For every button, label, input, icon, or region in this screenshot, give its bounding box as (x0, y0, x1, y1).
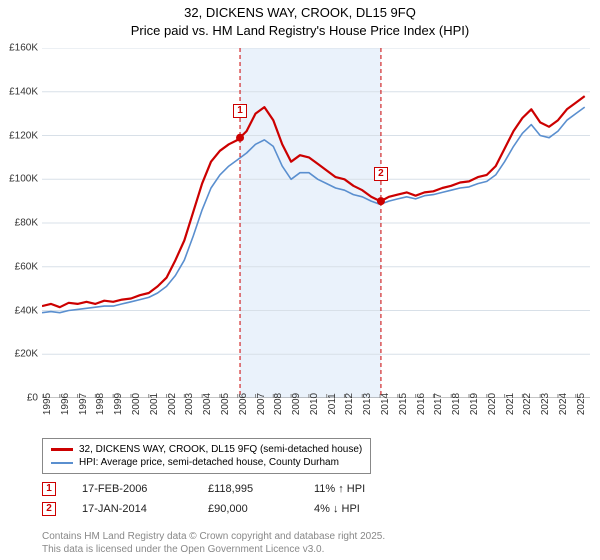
x-tick-label: 1998 (95, 393, 106, 415)
x-tick-label: 1999 (113, 393, 124, 415)
sale-marker-badge: 1 (233, 104, 247, 118)
legend-label: HPI: Average price, semi-detached house,… (79, 457, 339, 468)
sale-date: 17-FEB-2006 (82, 483, 182, 495)
sales-row: 1 17-FEB-2006 £118,995 11% ↑ HPI (42, 482, 365, 496)
sale-price: £118,995 (208, 483, 288, 495)
sale-price: £90,000 (208, 503, 288, 515)
legend-item: 32, DICKENS WAY, CROOK, DL15 9FQ (semi-d… (51, 443, 362, 456)
x-tick-label: 2001 (149, 393, 160, 415)
y-tick-label: £140K (9, 86, 38, 97)
x-tick-label: 2008 (273, 393, 284, 415)
sale-row-badge: 2 (42, 502, 56, 516)
sales-row: 2 17-JAN-2014 £90,000 4% ↓ HPI (42, 502, 365, 516)
y-tick-label: £0 (27, 393, 38, 404)
sales-table: 1 17-FEB-2006 £118,995 11% ↑ HPI 2 17-JAN-201… (42, 482, 365, 522)
sale-row-badge: 1 (42, 482, 56, 496)
x-axis-labels: 1995199619971998199920002001200220032004… (42, 400, 590, 440)
footer-line2: This data is licensed under the Open Gov… (42, 544, 385, 557)
y-tick-label: £60K (15, 261, 38, 272)
legend-swatch (51, 462, 73, 464)
footer-line1: Contains HM Land Registry data © Crown c… (42, 531, 385, 544)
sale-date: 17-JAN-2014 (82, 503, 182, 515)
title-block: 32, DICKENS WAY, CROOK, DL15 9FQ Price p… (0, 0, 600, 39)
y-tick-label: £120K (9, 130, 38, 141)
x-tick-label: 2023 (540, 393, 551, 415)
x-tick-label: 2010 (309, 393, 320, 415)
x-tick-label: 1997 (78, 393, 89, 415)
x-tick-label: 2004 (202, 393, 213, 415)
sale-delta: 4% ↓ HPI (314, 503, 360, 515)
y-tick-label: £40K (15, 305, 38, 316)
x-tick-label: 2011 (327, 393, 338, 415)
x-tick-label: 2013 (362, 393, 373, 415)
title-line1: 32, DICKENS WAY, CROOK, DL15 9FQ (0, 4, 600, 22)
x-tick-label: 2009 (291, 393, 302, 415)
footer: Contains HM Land Registry data © Crown c… (42, 531, 385, 556)
legend-swatch (51, 448, 73, 451)
x-tick-label: 1996 (60, 393, 71, 415)
y-tick-label: £20K (15, 349, 38, 360)
x-tick-label: 2006 (238, 393, 249, 415)
legend: 32, DICKENS WAY, CROOK, DL15 9FQ (semi-d… (42, 438, 371, 474)
x-tick-label: 2007 (256, 393, 267, 415)
sale-marker-badge: 2 (374, 167, 388, 181)
x-tick-label: 2002 (167, 393, 178, 415)
x-tick-label: 2005 (220, 393, 231, 415)
y-axis-labels: £0£20K£40K£60K£80K£100K£120K£140K£160K (0, 48, 40, 398)
x-tick-label: 1995 (42, 393, 53, 415)
x-tick-label: 2018 (451, 393, 462, 415)
sale-delta: 11% ↑ HPI (314, 483, 365, 495)
x-tick-label: 2015 (398, 393, 409, 415)
chart-container: 32, DICKENS WAY, CROOK, DL15 9FQ Price p… (0, 0, 600, 560)
title-line2: Price paid vs. HM Land Registry's House … (0, 22, 600, 40)
legend-label: 32, DICKENS WAY, CROOK, DL15 9FQ (semi-d… (79, 444, 362, 455)
x-tick-label: 2025 (576, 393, 587, 415)
chart-area: £0£20K£40K£60K£80K£100K£120K£140K£160K 1… (42, 48, 590, 398)
x-tick-label: 2016 (416, 393, 427, 415)
x-tick-label: 2022 (522, 393, 533, 415)
x-tick-label: 2019 (469, 393, 480, 415)
line-chart (42, 48, 590, 398)
y-tick-label: £80K (15, 218, 38, 229)
x-tick-label: 2000 (131, 393, 142, 415)
x-tick-label: 2020 (487, 393, 498, 415)
x-tick-label: 2003 (184, 393, 195, 415)
y-tick-label: £100K (9, 174, 38, 185)
y-tick-label: £160K (9, 43, 38, 54)
x-tick-label: 2014 (380, 393, 391, 415)
legend-item: HPI: Average price, semi-detached house,… (51, 456, 362, 469)
x-tick-label: 2012 (344, 393, 355, 415)
x-tick-label: 2017 (433, 393, 444, 415)
x-tick-label: 2024 (558, 393, 569, 415)
x-tick-label: 2021 (505, 393, 516, 415)
